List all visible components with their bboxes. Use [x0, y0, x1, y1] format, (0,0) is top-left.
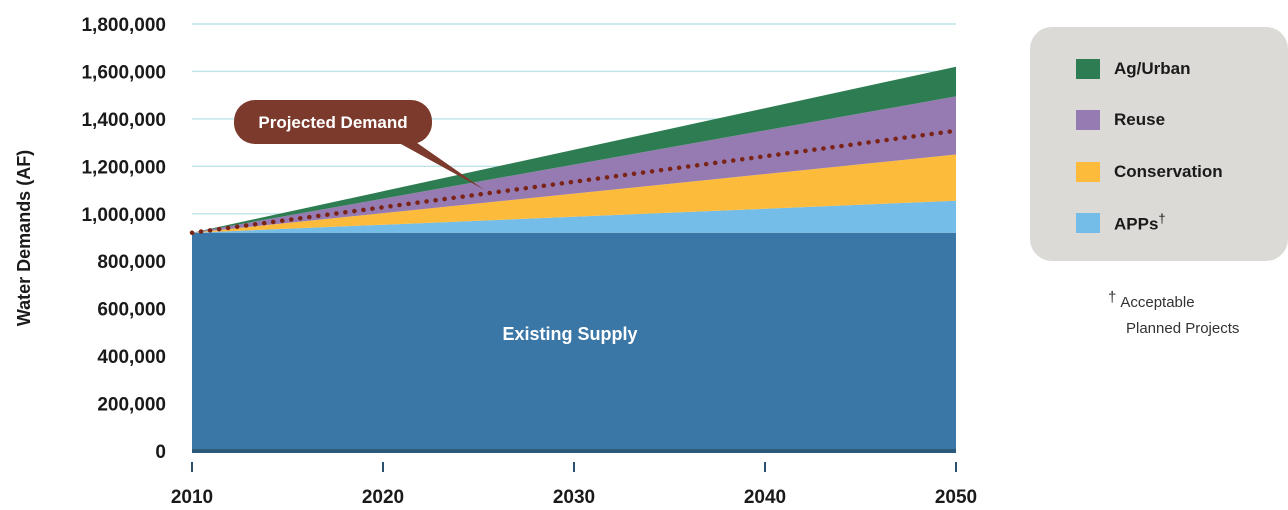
y-tick-label: 1,200,000 — [81, 157, 166, 178]
area-ag-urban — [192, 66, 956, 233]
legend-item-reuse: Reuse — [1076, 107, 1165, 133]
stacked-areas — [192, 66, 956, 451]
x-tick-label: 2050 — [935, 487, 977, 508]
footnote-dagger: † — [1108, 289, 1117, 306]
area-existing-supply — [192, 232, 956, 451]
legend: Ag/Urban Reuse Conservation APPs† — [1030, 27, 1288, 261]
legend-dagger: † — [1158, 211, 1166, 227]
legend-label-reuse: Reuse — [1114, 110, 1166, 129]
projected-demand-line — [189, 128, 959, 236]
projected-demand-dots — [189, 128, 959, 236]
projected-demand-callout: Projected Demand — [234, 100, 485, 190]
y-tick-label: 1,800,000 — [81, 15, 166, 36]
y-tick-label: 600,000 — [97, 300, 166, 321]
callout-label: Projected Demand — [258, 113, 407, 132]
y-tick-label: 0 — [155, 442, 166, 463]
existing-supply-label: Existing Supply — [502, 324, 637, 344]
y-tick-label: 1,000,000 — [81, 205, 166, 226]
legend-label-conservation: Conservation — [1114, 162, 1223, 181]
y-axis-label: Water Demands (AF) — [14, 150, 34, 326]
legend-swatch-reuse — [1076, 110, 1100, 130]
x-tick-label: 2040 — [744, 487, 786, 508]
legend-footnote: † Acceptable Planned Projects — [1108, 285, 1278, 342]
axes: 0 200,000 400,000 600,000 800,000 1,000,000 1,… — [81, 15, 977, 508]
x-tick-label: 2020 — [362, 487, 404, 508]
callout-tail — [390, 138, 485, 190]
footnote-line-1: Acceptable — [1120, 294, 1195, 311]
y-tick-label: 400,000 — [97, 347, 166, 368]
area-reuse — [192, 96, 956, 233]
legend-item-conservation: Conservation — [1076, 159, 1223, 185]
y-tick-label: 1,400,000 — [81, 110, 166, 131]
x-tick-label: 2010 — [171, 487, 213, 508]
legend-item-ag-urban: Ag/Urban — [1076, 56, 1191, 82]
legend-item-apps: APPs† — [1076, 210, 1166, 236]
legend-swatch-conservation — [1076, 162, 1100, 182]
footnote-line-2: Planned Projects — [1126, 320, 1240, 337]
water-demand-chart: 0 200,000 400,000 600,000 800,000 1,000,000 1,… — [14, 15, 977, 508]
callout-box — [234, 100, 432, 144]
x-tick-label: 2030 — [553, 487, 595, 508]
legend-label-ag-urban: Ag/Urban — [1114, 59, 1191, 78]
y-tick-label: 1,600,000 — [81, 62, 166, 83]
legend-label-apps: APPs† — [1114, 211, 1166, 234]
y-tick-label: 800,000 — [97, 252, 166, 273]
y-tick-label: 200,000 — [97, 395, 166, 416]
legend-swatch-ag-urban — [1076, 59, 1100, 79]
legend-swatch-apps — [1076, 213, 1100, 233]
